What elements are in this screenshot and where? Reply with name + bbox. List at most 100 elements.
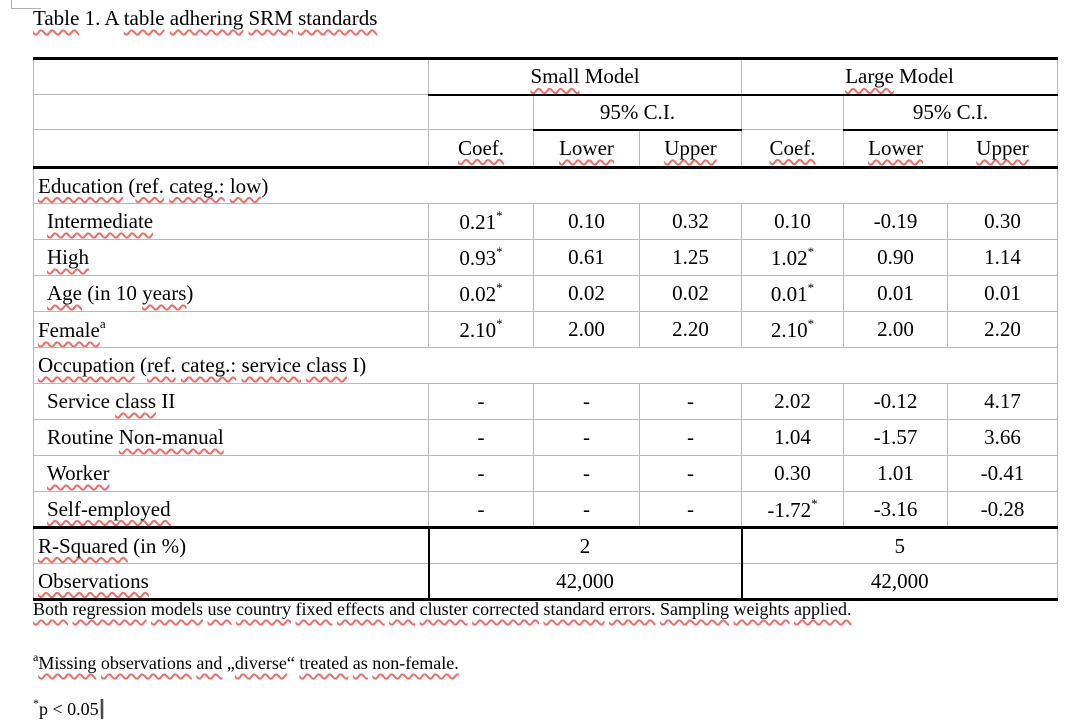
data-cell[interactable]: 1.04 — [741, 419, 845, 456]
row-label[interactable]: Femalea — [33, 311, 429, 348]
data-cell[interactable]: 0.02* — [428, 275, 534, 312]
data-cell[interactable]: - — [428, 455, 534, 492]
misspelled-word: errors. — [609, 599, 656, 619]
row-label[interactable]: Observations — [33, 563, 429, 601]
header-large-model[interactable]: Large Model — [741, 58, 1059, 96]
row-label[interactable]: R-Squared (in %) — [33, 527, 429, 564]
data-cell[interactable]: -3.16 — [843, 491, 949, 529]
header-small-ci[interactable]: 95% C.I. — [532, 94, 743, 131]
data-cell[interactable]: - — [638, 419, 743, 456]
header-small-lower[interactable]: Lower — [533, 129, 640, 169]
header-empty-cell[interactable] — [33, 129, 429, 169]
data-cell[interactable]: 1.01 — [843, 455, 949, 492]
table-row: Self-employed - - - -1.72* -3.16 -0.28 — [33, 491, 1059, 529]
data-cell[interactable]: - — [428, 419, 534, 456]
data-cell[interactable]: 0.32 — [638, 203, 743, 240]
data-cell[interactable]: 0.01 — [947, 275, 1059, 312]
cell-value: 0.32 — [672, 209, 709, 233]
data-cell[interactable]: - — [533, 419, 640, 456]
data-cell[interactable]: -0.41 — [947, 455, 1059, 492]
header-large-lower[interactable]: Lower — [843, 129, 949, 169]
header-small-coef[interactable]: Coef. — [428, 129, 534, 169]
footnote-2[interactable]: aMissing observations and „diverse“ trea… — [33, 645, 459, 675]
data-cell[interactable]: - — [638, 491, 743, 529]
data-cell[interactable]: 0.10 — [741, 203, 845, 240]
data-cell[interactable]: 0.61 — [533, 239, 640, 276]
misspelled-word: years — [142, 281, 187, 305]
table-row: Observations 42,000 42,000 — [33, 563, 1059, 601]
row-label[interactable]: Routine Non-manual — [33, 419, 429, 456]
data-cell[interactable]: -0.19 — [843, 203, 949, 240]
merged-value-cell-large[interactable]: 42,000 — [740, 563, 1059, 601]
header-small-model[interactable]: Small Model — [427, 58, 743, 96]
data-cell[interactable]: -1.57 — [843, 419, 949, 456]
row-label[interactable]: Self-employed — [33, 491, 429, 529]
data-cell[interactable]: -1.72* — [741, 491, 845, 529]
row-label[interactable]: Service class II — [33, 383, 429, 420]
data-cell[interactable]: -0.12 — [843, 383, 949, 420]
misspelled-word: fixed — [295, 599, 333, 619]
footnote-3[interactable]: *p < 0.05 — [33, 691, 103, 721]
data-cell[interactable]: 0.30 — [947, 203, 1059, 240]
cell-value: -3.16 — [873, 496, 918, 521]
table-caption[interactable]: Table 1. A table adhering SRM standards — [33, 4, 377, 32]
data-cell[interactable]: 0.10 — [533, 203, 640, 240]
data-cell[interactable]: 2.10* — [428, 311, 534, 348]
data-cell[interactable]: 0.01* — [741, 275, 845, 312]
data-cell[interactable]: -0.28 — [947, 491, 1059, 529]
data-cell[interactable]: 0.30 — [741, 455, 845, 492]
data-cell[interactable]: 2.00 — [533, 311, 640, 348]
cell-value: 0.02 — [672, 281, 709, 305]
data-cell[interactable]: 2.02 — [741, 383, 845, 420]
cell-value: -0.41 — [980, 461, 1025, 485]
cell-value: 1.14 — [984, 245, 1021, 269]
data-cell[interactable]: 3.66 — [947, 419, 1059, 456]
merged-value-cell-small[interactable]: 2 — [427, 527, 743, 564]
data-cell[interactable]: - — [533, 383, 640, 420]
header-large-coef[interactable]: Coef. — [741, 129, 845, 169]
text-segment: I) — [347, 353, 367, 377]
data-cell[interactable]: - — [533, 455, 640, 492]
row-label[interactable]: Age (in 10 years) — [33, 275, 429, 312]
misspelled-word: low — [229, 173, 262, 198]
section-row-label[interactable]: Occupation (ref. categ.: service class I… — [32, 347, 1059, 384]
data-cell[interactable]: 2.20 — [947, 311, 1059, 348]
header-small-upper[interactable]: Upper — [638, 129, 743, 169]
merged-value-cell-large[interactable]: 5 — [740, 527, 1059, 564]
data-cell[interactable]: 0.02 — [638, 275, 743, 312]
data-cell[interactable]: 0.01 — [843, 275, 949, 312]
data-cell[interactable]: - — [533, 491, 640, 529]
data-cell[interactable]: 1.14 — [947, 239, 1059, 276]
row-label[interactable]: Worker — [33, 455, 429, 492]
header-empty-cell[interactable] — [33, 58, 429, 95]
data-cell[interactable]: - — [428, 383, 534, 420]
row-label[interactable]: Intermediate — [33, 203, 429, 240]
header-empty-cell[interactable] — [428, 94, 534, 130]
data-cell[interactable]: 4.17 — [947, 383, 1059, 420]
data-cell[interactable]: 1.25 — [638, 239, 743, 276]
data-cell[interactable]: 2.00 — [843, 311, 949, 348]
misspelled-word: diverse — [234, 653, 287, 673]
merged-value-cell-small[interactable]: 42,000 — [427, 563, 743, 601]
data-cell[interactable]: 2.20 — [638, 311, 743, 348]
data-cell[interactable]: 2.10* — [741, 311, 845, 348]
data-cell[interactable]: - — [638, 383, 743, 420]
footnote-1[interactable]: Both regression models use country fixed… — [33, 597, 852, 621]
data-cell[interactable]: - — [428, 491, 534, 529]
data-cell[interactable]: - — [638, 455, 743, 492]
data-cell[interactable]: 0.02 — [533, 275, 640, 312]
data-cell[interactable]: 0.21* — [428, 203, 534, 240]
header-empty-cell[interactable] — [741, 94, 845, 130]
data-cell[interactable]: 0.90 — [843, 239, 949, 276]
section-row-label[interactable]: Education (ref. categ.: low) — [32, 167, 1059, 204]
cell-value: 4.17 — [984, 389, 1021, 413]
header-large-ci[interactable]: 95% C.I. — [843, 94, 1059, 131]
data-cell[interactable]: 1.02* — [741, 239, 845, 276]
row-label[interactable]: High — [33, 239, 429, 276]
header-large-upper[interactable]: Upper — [947, 129, 1059, 169]
cell-value: 1.04 — [774, 425, 811, 449]
misspelled-word: ref. — [147, 353, 176, 377]
data-cell[interactable]: 0.93* — [428, 239, 534, 276]
header-empty-cell[interactable] — [33, 94, 429, 130]
